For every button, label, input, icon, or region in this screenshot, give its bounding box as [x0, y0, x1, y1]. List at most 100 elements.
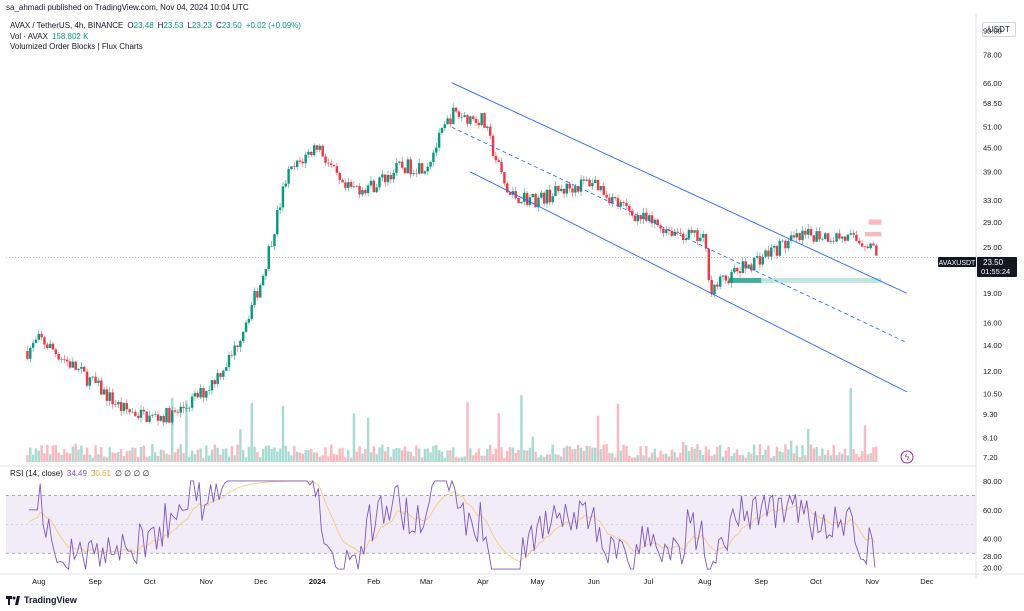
candle-body — [412, 173, 415, 175]
candle-body — [91, 376, 94, 378]
currency-button[interactable]: USDT — [982, 22, 1016, 37]
volume-bar — [835, 455, 838, 462]
candle-body — [684, 238, 688, 241]
flash-icon[interactable] — [900, 450, 914, 464]
volume-bar — [480, 455, 483, 462]
volume-label[interactable]: Vol · AVAX — [10, 32, 48, 41]
rsi-axis[interactable]: 80.00 60.00 40.00 28.00 20.00 — [983, 477, 1002, 573]
volume-bar — [466, 402, 469, 462]
candle-body — [156, 414, 160, 421]
candle-body — [594, 179, 597, 184]
volume-bar — [579, 447, 583, 462]
indicator-name[interactable]: Volumized Order Blocks | Flux Charts — [10, 42, 143, 51]
candle-body — [554, 185, 557, 197]
candle-body — [60, 359, 63, 360]
candle-body — [636, 215, 640, 222]
candle-body — [696, 230, 699, 242]
time-tick-label: May — [530, 577, 544, 586]
channel-lower-line[interactable] — [469, 171, 908, 393]
candle-body — [324, 156, 327, 163]
volume-bar — [821, 448, 824, 462]
volume-bar — [733, 453, 736, 462]
volume-bar — [29, 447, 32, 462]
regression-channel[interactable] — [451, 82, 908, 393]
candle-body — [151, 414, 154, 416]
volume-bar — [40, 445, 43, 462]
channel-upper-line[interactable] — [451, 82, 908, 294]
candle-body — [585, 179, 588, 181]
volume-bar — [207, 455, 211, 462]
volume-bar — [383, 451, 387, 462]
candle-body — [171, 410, 174, 423]
rsi-value: 34.49 — [66, 469, 87, 478]
volume-bar — [389, 456, 393, 462]
volume-bar — [772, 456, 776, 462]
candle-body — [721, 275, 725, 277]
volume-bar — [602, 444, 605, 462]
candle-body — [540, 192, 543, 198]
volume-bar — [852, 449, 855, 462]
candle-body — [253, 291, 256, 306]
volume-bar — [545, 454, 549, 462]
volume-bar — [381, 444, 384, 462]
volume-bar — [193, 454, 197, 462]
rsi-line — [28, 479, 876, 570]
volume-bar — [599, 449, 603, 462]
candle-body — [344, 182, 347, 188]
volume-bar — [792, 453, 796, 462]
volume-bar — [63, 449, 66, 462]
volume-bar — [863, 425, 867, 462]
candle-body — [795, 233, 799, 238]
volume-bar — [329, 444, 333, 462]
candle-body — [480, 113, 483, 126]
candle-body — [608, 197, 611, 204]
volume-bar — [724, 450, 728, 462]
candle-body — [738, 271, 742, 273]
candle-body — [673, 231, 676, 236]
candle-body — [429, 161, 432, 167]
candle-body — [855, 234, 858, 241]
candle-body — [582, 179, 586, 181]
volume-bar — [687, 451, 691, 462]
candle-body — [823, 233, 827, 239]
tradingview-logo-icon — [6, 595, 20, 605]
indicator-legend[interactable]: Volumized Order Blocks | Flux Charts — [10, 42, 143, 51]
symbol-name[interactable]: AVAX / TetherUS, 4h, BINANCE — [10, 21, 124, 30]
candle-body — [508, 192, 512, 195]
candle-body — [100, 380, 103, 395]
footer-brand[interactable]: TradingView — [6, 595, 77, 605]
volume-bar — [284, 445, 288, 462]
volume-bar — [352, 413, 356, 462]
volume-bar — [812, 448, 816, 462]
volume-bar — [145, 456, 148, 462]
candle-body — [400, 161, 404, 168]
candle-body — [670, 230, 674, 236]
candle-body — [542, 192, 546, 204]
time-tick-label: Jun — [588, 577, 600, 586]
price-axis[interactable]: 90.00 78.00 66.00 58.50 51.00 45.00 39.00 33.00… — [983, 26, 1002, 462]
price-tick-label: 90.00 — [983, 26, 1002, 35]
volume-bar — [205, 445, 208, 462]
volume-bar — [514, 452, 517, 462]
volume-bar — [846, 455, 850, 462]
rsi-label[interactable]: RSI (14, close) — [10, 469, 63, 478]
candle-body — [599, 185, 603, 191]
candle-body — [102, 389, 106, 395]
volume-bar — [398, 448, 401, 462]
time-axis[interactable]: Aug Sep Oct Nov Dec 2024 Feb Mar Apr May Jun Jul Aug… — [32, 577, 934, 586]
candle-body — [835, 233, 838, 242]
volume-bar — [585, 445, 588, 462]
volume-bar — [508, 447, 512, 462]
candle-body — [261, 275, 265, 286]
volume-bar — [43, 453, 46, 462]
time-tick-label: Sep — [88, 577, 101, 586]
candle-body — [239, 340, 242, 347]
volume-bar — [219, 454, 222, 462]
time-tick-label: Aug — [32, 577, 45, 586]
volume-bar — [173, 452, 177, 462]
candle-body — [724, 275, 728, 281]
volume-bar — [54, 445, 58, 462]
rsi-legend[interactable]: RSI (14, close) 34.49 30.61 ∅ ∅ ∅ ∅ — [10, 469, 150, 478]
candle-body — [838, 233, 841, 239]
